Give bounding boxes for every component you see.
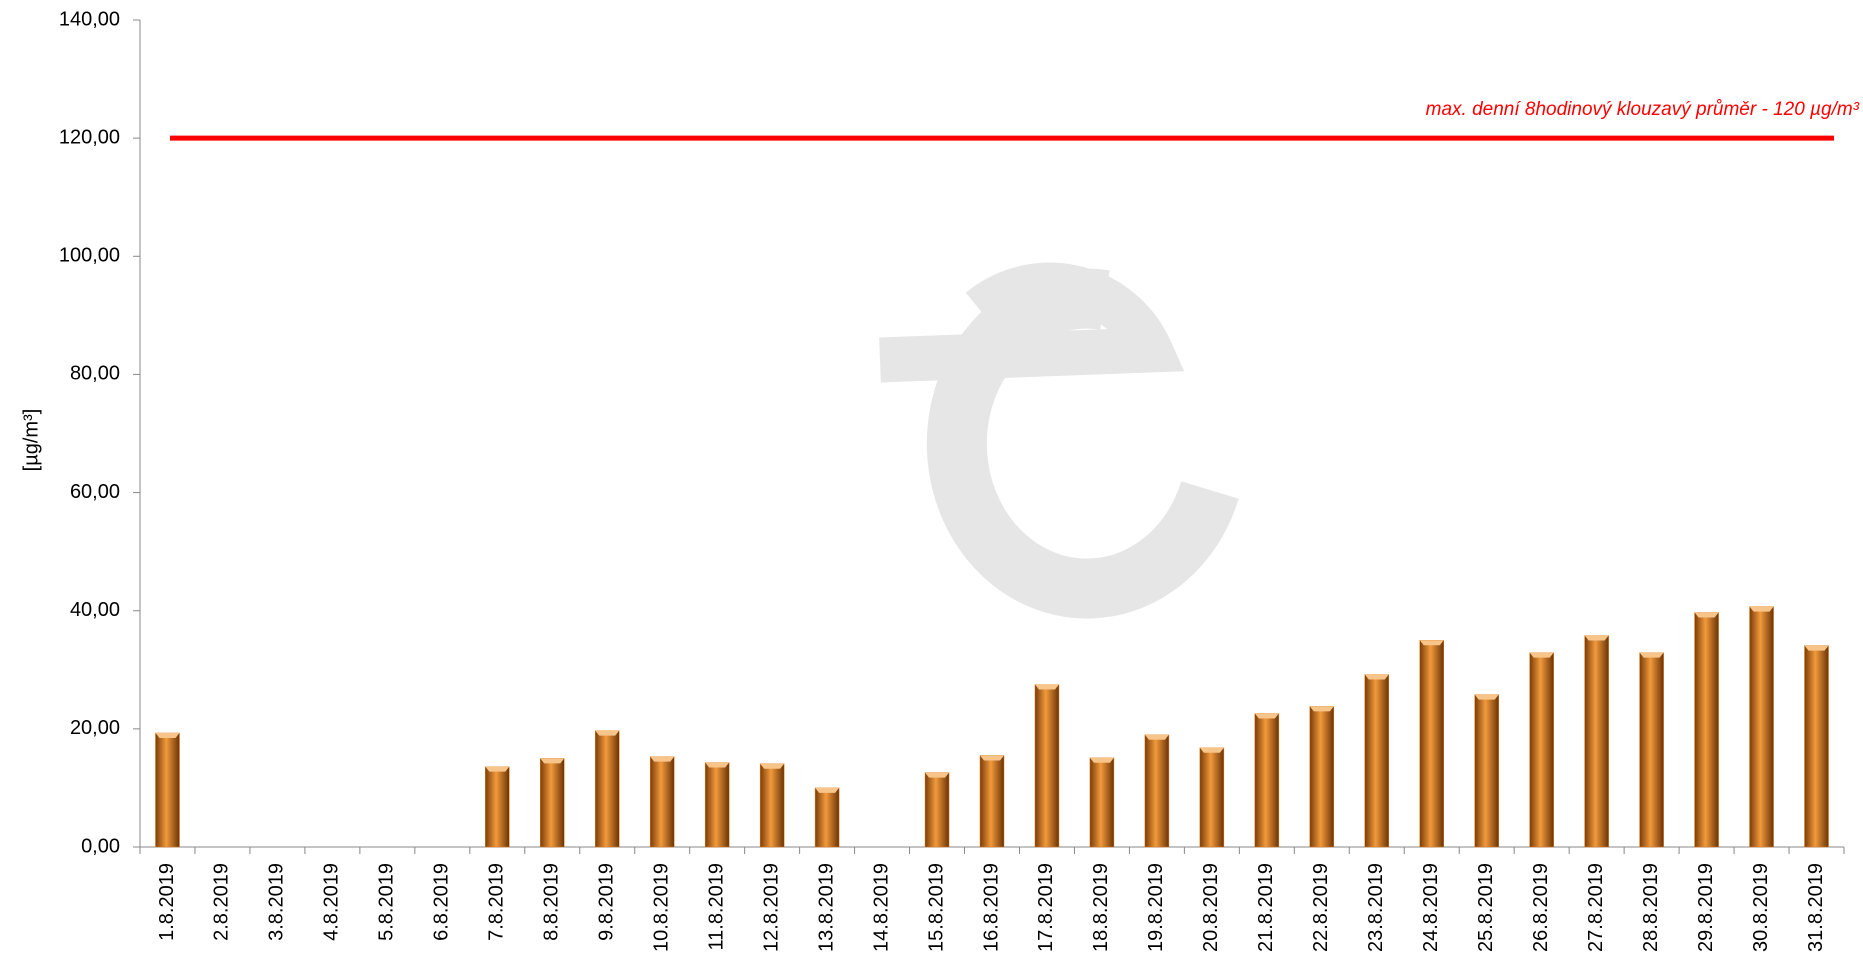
bar	[1199, 747, 1225, 848]
x-tick-label: 14.8.2019	[870, 863, 892, 952]
x-tick-label: 26.8.2019	[1530, 863, 1552, 952]
bar	[540, 758, 565, 848]
watermark	[879, 262, 1239, 619]
bar	[759, 763, 785, 848]
x-tick-label: 28.8.2019	[1640, 863, 1662, 952]
bar-cap	[540, 758, 565, 764]
x-tick-label: 30.8.2019	[1750, 863, 1772, 952]
bar-cap	[1639, 652, 1664, 658]
x-tick-label: 3.8.2019	[266, 863, 288, 941]
bar	[1474, 694, 1499, 848]
bar-cap	[1584, 635, 1609, 641]
y-tick-label: 80,00	[70, 363, 120, 385]
bar-cap	[650, 756, 675, 762]
bar-cap	[980, 755, 1004, 761]
bar	[1144, 734, 1170, 848]
bar	[155, 732, 180, 848]
bar-cap	[1254, 713, 1279, 719]
bar-cap	[1309, 706, 1334, 712]
bar-cap	[925, 772, 950, 778]
bar-cap	[815, 787, 840, 793]
x-tick-label: 25.8.2019	[1475, 863, 1497, 952]
bar-cap	[1199, 747, 1224, 753]
x-tick-label: 7.8.2019	[486, 863, 508, 941]
x-tick-label: 5.8.2019	[376, 863, 398, 941]
x-tick-label: 24.8.2019	[1420, 863, 1442, 952]
bar-cap	[1364, 674, 1389, 680]
bar-cap	[595, 730, 620, 736]
bar	[594, 730, 620, 848]
y-tick-label: 140,00	[59, 8, 120, 30]
bar	[1639, 652, 1664, 848]
bar-cap	[1419, 640, 1444, 646]
bar	[649, 756, 675, 848]
bar	[1419, 640, 1444, 848]
x-tick-label: 17.8.2019	[1035, 863, 1057, 952]
x-tick-label: 15.8.2019	[925, 863, 947, 952]
limit-label: max. denní 8hodinový klouzavý průměr - 1…	[1426, 99, 1860, 120]
x-tick-label: 10.8.2019	[650, 863, 672, 952]
x-tick-label: 2.8.2019	[211, 863, 233, 941]
bar	[979, 755, 1005, 848]
x-tick-label: 11.8.2019	[705, 863, 727, 951]
bar-cap	[1089, 757, 1114, 763]
y-tick-label: 60,00	[70, 481, 120, 503]
y-tick-label: 120,00	[59, 126, 120, 148]
bar-cap	[1144, 734, 1169, 740]
bar	[1804, 645, 1829, 848]
bar-cap	[760, 763, 785, 769]
x-tick-label: 13.8.2019	[815, 863, 837, 952]
bar	[1694, 612, 1719, 848]
x-tick-label: 12.8.2019	[760, 863, 782, 952]
bar-cap	[485, 766, 510, 772]
bar-cap	[1694, 612, 1719, 618]
bar-cap	[1749, 606, 1774, 612]
bar	[1584, 635, 1609, 848]
y-axis-label: [µg/m³]	[20, 409, 42, 472]
x-tick-label: 4.8.2019	[321, 863, 343, 941]
bar	[814, 787, 840, 848]
y-tick-label: 40,00	[70, 599, 120, 621]
x-tick-label: 8.8.2019	[541, 863, 563, 941]
x-tick-label: 18.8.2019	[1090, 863, 1112, 952]
bar	[1364, 674, 1390, 848]
y-tick-label: 20,00	[70, 717, 120, 739]
bar	[704, 762, 730, 848]
bar	[1034, 684, 1060, 848]
x-tick-label: 22.8.2019	[1310, 863, 1332, 952]
x-tick-label: 16.8.2019	[980, 863, 1002, 952]
bar	[1089, 757, 1115, 848]
x-tick-label: 20.8.2019	[1200, 863, 1222, 952]
bar-cap	[1034, 684, 1059, 690]
bar	[1529, 652, 1554, 848]
bar	[924, 772, 950, 848]
x-tick-label: 19.8.2019	[1145, 863, 1167, 952]
x-tick-label: 27.8.2019	[1585, 863, 1607, 952]
bar	[1254, 713, 1280, 848]
y-tick-label: 0,00	[81, 835, 120, 857]
bar-cap	[1804, 645, 1829, 651]
x-tick-label: 21.8.2019	[1255, 863, 1277, 952]
y-tick-label: 100,00	[59, 245, 120, 267]
x-tick-label: 29.8.2019	[1695, 863, 1717, 952]
bar-cap	[705, 762, 730, 768]
x-tick-label: 1.8.2019	[156, 863, 178, 941]
bar	[1749, 606, 1774, 848]
x-tick-label: 6.8.2019	[431, 863, 453, 941]
bar	[485, 766, 510, 848]
x-tick-label: 31.8.2019	[1805, 863, 1827, 952]
x-tick-label: 9.8.2019	[596, 863, 618, 941]
bar-cap	[1474, 694, 1499, 700]
bar-cap	[155, 732, 180, 738]
x-tick-label: 23.8.2019	[1365, 863, 1387, 952]
bar-cap	[1529, 652, 1554, 658]
bar	[1309, 706, 1335, 848]
